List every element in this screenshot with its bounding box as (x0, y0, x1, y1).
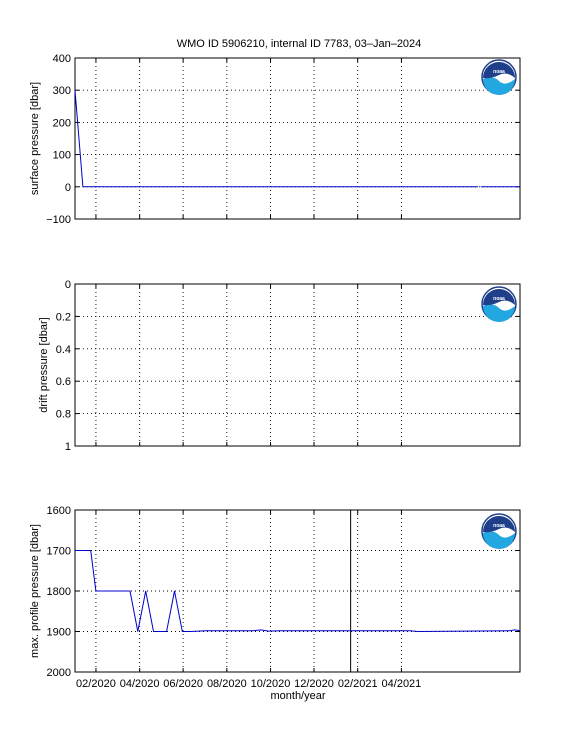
max-profile-pressure-xtick-label: 02/2021 (338, 678, 378, 690)
max-profile-pressure-xtick-label: 04/2021 (382, 678, 422, 690)
max-profile-pressure-ytick-label: 1600 (47, 505, 71, 517)
max-profile-pressure-axes-frame (74, 509, 521, 673)
max-profile-pressure-ytick-label: 1700 (47, 546, 71, 558)
max-profile-pressure-xtick-label: 08/2020 (207, 678, 247, 690)
surface-pressure-ytick-label: 400 (53, 53, 71, 65)
noaa-logo-icon: noaa (481, 513, 517, 549)
drift-pressure-ytick-label: 0.2 (56, 311, 71, 323)
max-profile-pressure-ytick-label: 1900 (47, 627, 71, 639)
x-axis-label: month/year (270, 690, 325, 702)
drift-pressure-ylabel: drift pressure [dbar] (38, 317, 50, 412)
noaa-logo-text: noaa (493, 523, 505, 529)
figure-title: WMO ID 5906210, internal ID 7783, 03–Jan… (177, 38, 422, 50)
surface-pressure-ytick-label: 300 (53, 85, 71, 97)
drift-pressure-axes-frame (74, 283, 521, 447)
surface-pressure-panel: 400 300 200 100 0 −100 surface pressure [dbar… (29, 53, 521, 226)
max-profile-pressure-series-line (75, 550, 521, 633)
surface-pressure-ytick-label: 0 (65, 182, 71, 194)
max-profile-pressure-xtick-label: 10/2020 (251, 678, 291, 690)
noaa-logo-icon: noaa (481, 286, 517, 322)
max-profile-pressure-ytick-label: 2000 (47, 667, 71, 679)
max-profile-pressure-ylabel: max. profile pressure [dbar] (29, 524, 41, 658)
max-profile-pressure-xtick-label: 06/2020 (163, 678, 203, 690)
drift-pressure-ytick-label: 0.8 (56, 409, 71, 421)
surface-pressure-series-line (74, 90, 479, 188)
noaa-logo-text: noaa (493, 296, 505, 302)
max-profile-pressure-panel: 1600 1700 1800 1900 2000 02/2020 04/2020 06/202… (29, 505, 521, 690)
drift-pressure-ytick-label: 0.4 (56, 344, 71, 356)
noaa-logo-icon: noaa (481, 59, 517, 95)
surface-pressure-ytick-label: 100 (53, 150, 71, 162)
surface-pressure-axes-frame (74, 57, 521, 220)
drift-pressure-ytick-label: 0 (65, 279, 71, 291)
max-profile-pressure-ytick-label: 1800 (47, 586, 71, 598)
drift-pressure-panel: 0 0.2 0.4 0.6 0.8 1 drift pressure [dbar] noa… (38, 279, 521, 453)
max-profile-pressure-xtick-label: 12/2020 (294, 678, 334, 690)
drift-pressure-ytick-label: 1 (65, 441, 71, 453)
surface-pressure-ytick-label: 200 (53, 117, 71, 129)
noaa-logo-text: noaa (493, 69, 505, 75)
drift-pressure-ytick-label: 0.6 (56, 376, 71, 388)
max-profile-pressure-xtick-label: 02/2020 (76, 678, 116, 690)
surface-pressure-ytick-label: −100 (46, 214, 71, 226)
max-profile-pressure-xtick-label: 04/2020 (120, 678, 160, 690)
surface-pressure-ylabel: surface pressure [dbar] (29, 82, 41, 195)
